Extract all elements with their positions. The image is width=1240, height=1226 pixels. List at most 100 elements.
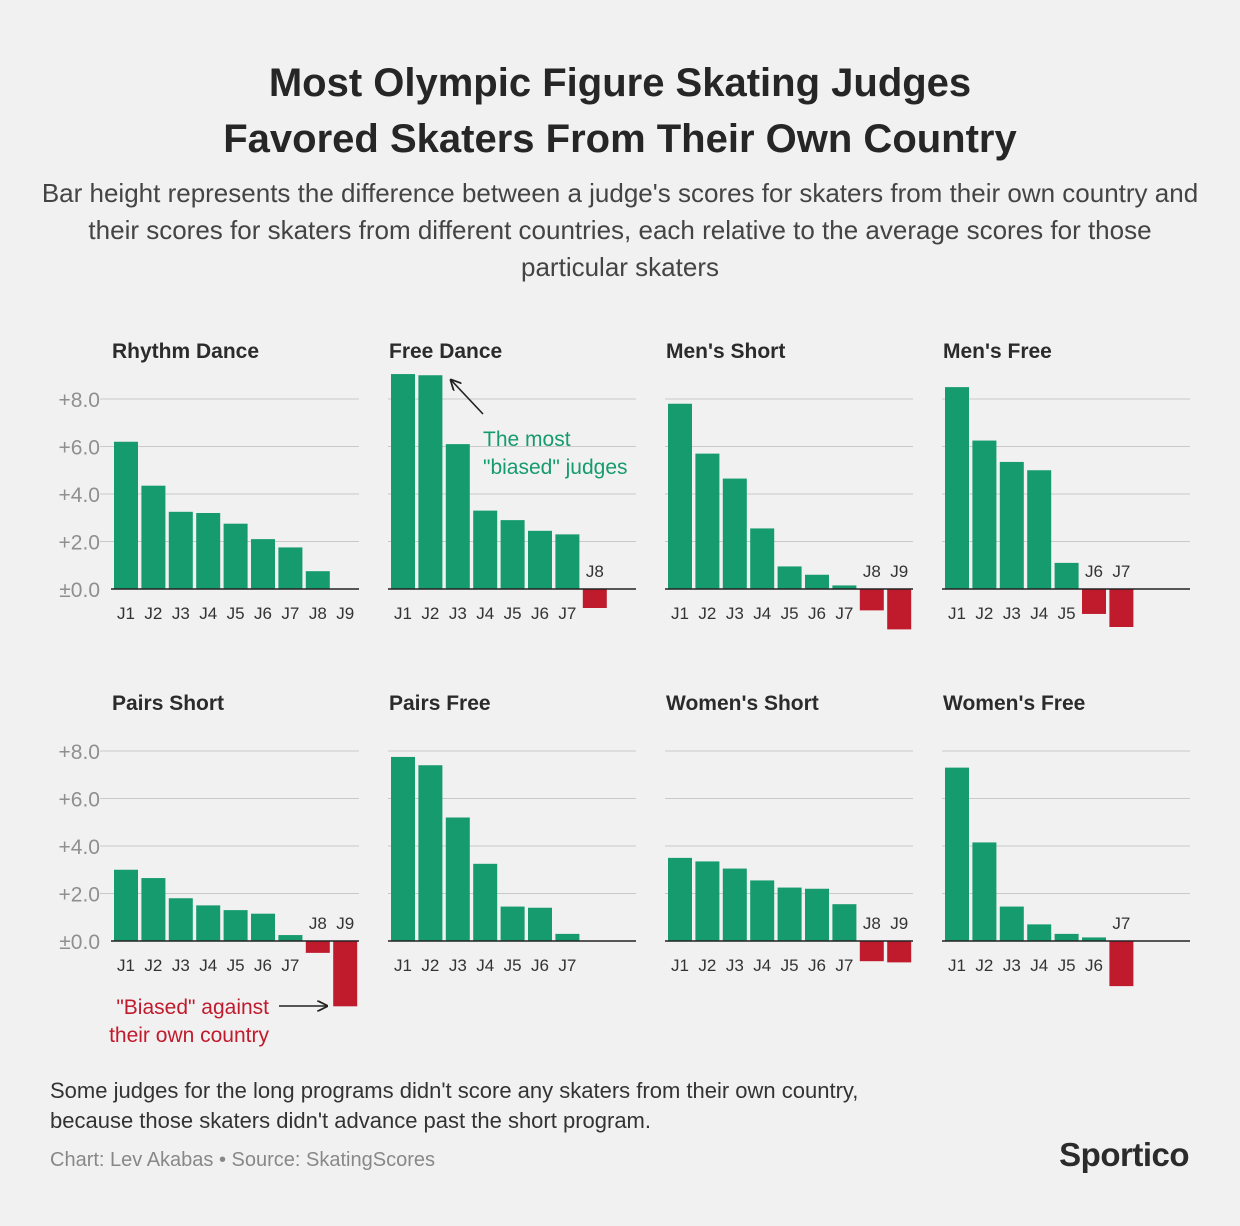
x-tick-label: J9 <box>890 562 908 581</box>
x-tick-label: J7 <box>281 956 299 975</box>
x-tick-label: J7 <box>835 604 853 623</box>
bar-free-dance-j5 <box>500 520 525 589</box>
bar-pairs-free-j4 <box>473 863 498 941</box>
y-tick-label: +2.0 <box>59 532 100 555</box>
panel-title-men-s-short: Men's Short <box>666 340 785 363</box>
bar-men-s-short-j1 <box>668 403 692 589</box>
annotation-against-line-2: their own country <box>109 1024 269 1047</box>
x-tick-label: J4 <box>476 956 494 975</box>
title-line-2: Favored Skaters From Their Own Country <box>223 117 1017 161</box>
x-tick-label: J3 <box>1003 956 1021 975</box>
bar-pairs-short-j7 <box>278 935 303 941</box>
bar-men-s-free-j5 <box>1054 562 1079 589</box>
x-tick-label: J5 <box>504 604 522 623</box>
x-tick-label: J3 <box>172 956 190 975</box>
y-tick-label: ±0.0 <box>59 931 100 954</box>
bar-women-s-short-j9 <box>887 941 912 963</box>
title-line-1: Most Olympic Figure Skating Judges <box>268 61 972 105</box>
x-tick-label: J9 <box>336 914 354 933</box>
bar-women-s-short-j8 <box>859 941 884 962</box>
panel-title-women-s-free: Women's Free <box>943 692 1085 715</box>
panel-title-pairs-short: Pairs Short <box>112 692 224 715</box>
bar-pairs-free-j2 <box>418 765 443 941</box>
x-tick-label: J6 <box>1085 956 1103 975</box>
bar-women-s-short-j5 <box>777 887 802 941</box>
bar-rhythm-dance-j4 <box>196 513 221 589</box>
bar-men-s-free-j1 <box>945 387 969 589</box>
annotation-most-biased-line-2: "biased" judges <box>483 456 628 479</box>
bar-women-s-free-j4 <box>1027 924 1052 941</box>
x-tick-label: J1 <box>394 956 412 975</box>
bar-free-dance-j4 <box>473 510 498 589</box>
x-tick-label: J4 <box>199 604 217 623</box>
bar-women-s-short-j4 <box>750 880 775 941</box>
annotation-against-line-1: "Biased" against <box>116 996 269 1019</box>
bar-free-dance-j3 <box>445 444 470 589</box>
x-tick-label: J3 <box>726 956 744 975</box>
x-tick-label: J6 <box>808 604 826 623</box>
x-tick-label: J9 <box>336 604 354 623</box>
annotation-most-biased-line-1: The most <box>483 428 571 451</box>
bar-pairs-short-j8 <box>305 941 330 953</box>
bar-pairs-short-j6 <box>251 913 275 941</box>
x-tick-label: J5 <box>1058 604 1076 623</box>
bar-rhythm-dance-j8 <box>305 571 330 589</box>
x-tick-label: J8 <box>863 562 881 581</box>
x-tick-label: J6 <box>1085 562 1103 581</box>
bar-pairs-short-j5 <box>223 910 248 941</box>
y-tick-label: +2.0 <box>59 884 100 907</box>
bar-women-s-short-j7 <box>832 904 857 941</box>
bar-free-dance-j8 <box>582 589 607 608</box>
x-tick-label: J7 <box>558 604 576 623</box>
x-tick-label: J5 <box>227 604 245 623</box>
most-biased-arrow <box>451 380 484 415</box>
x-tick-label: J2 <box>975 956 993 975</box>
x-tick-label: J8 <box>586 562 604 581</box>
x-tick-label: J5 <box>227 956 245 975</box>
x-tick-label: J3 <box>449 604 467 623</box>
bar-men-s-short-j4 <box>750 528 775 589</box>
bar-men-s-free-j2 <box>972 440 997 589</box>
x-tick-label: J6 <box>808 956 826 975</box>
x-tick-label: J1 <box>948 604 966 623</box>
bar-women-s-short-j1 <box>668 857 692 941</box>
x-tick-label: J8 <box>309 914 327 933</box>
footnote-line-1: Some judges for the long programs didn't… <box>50 1078 859 1103</box>
x-tick-label: J9 <box>890 914 908 933</box>
bar-rhythm-dance-j1 <box>114 441 138 589</box>
y-tick-label: +6.0 <box>59 789 100 812</box>
y-tick-label: +4.0 <box>59 484 100 507</box>
x-tick-label: J4 <box>1030 604 1048 623</box>
x-tick-label: J7 <box>1112 914 1130 933</box>
x-tick-label: J6 <box>254 604 272 623</box>
x-tick-label: J1 <box>394 604 412 623</box>
bar-men-s-free-j4 <box>1027 470 1052 589</box>
x-tick-label: J6 <box>254 956 272 975</box>
y-tick-label: ±0.0 <box>59 579 100 602</box>
footnote: Some judges for the long programs didn't… <box>50 1076 1050 1136</box>
bar-pairs-free-j3 <box>445 817 470 941</box>
bar-free-dance-j1 <box>391 374 415 589</box>
panel-title-women-s-short: Women's Short <box>666 692 819 715</box>
x-tick-label: J3 <box>726 604 744 623</box>
x-tick-label: J2 <box>421 956 439 975</box>
x-tick-label: J4 <box>476 604 494 623</box>
bar-men-s-short-j8 <box>859 589 884 611</box>
x-tick-label: J2 <box>975 604 993 623</box>
bar-pairs-short-j3 <box>168 898 193 941</box>
source-credit: Chart: Lev Akabas • Source: SkatingScore… <box>50 1149 435 1171</box>
bar-women-s-free-j6 <box>1082 937 1106 941</box>
x-tick-label: J5 <box>781 604 799 623</box>
x-tick-label: J2 <box>698 956 716 975</box>
bar-rhythm-dance-j3 <box>168 511 193 589</box>
y-tick-label: +6.0 <box>59 437 100 460</box>
x-tick-label: J6 <box>531 604 549 623</box>
x-tick-label: J5 <box>504 956 522 975</box>
x-tick-label: J4 <box>199 956 217 975</box>
x-tick-label: J2 <box>144 956 162 975</box>
x-tick-label: J7 <box>1112 562 1130 581</box>
x-tick-label: J7 <box>558 956 576 975</box>
x-tick-label: J2 <box>698 604 716 623</box>
bar-men-s-free-j7 <box>1109 589 1134 627</box>
